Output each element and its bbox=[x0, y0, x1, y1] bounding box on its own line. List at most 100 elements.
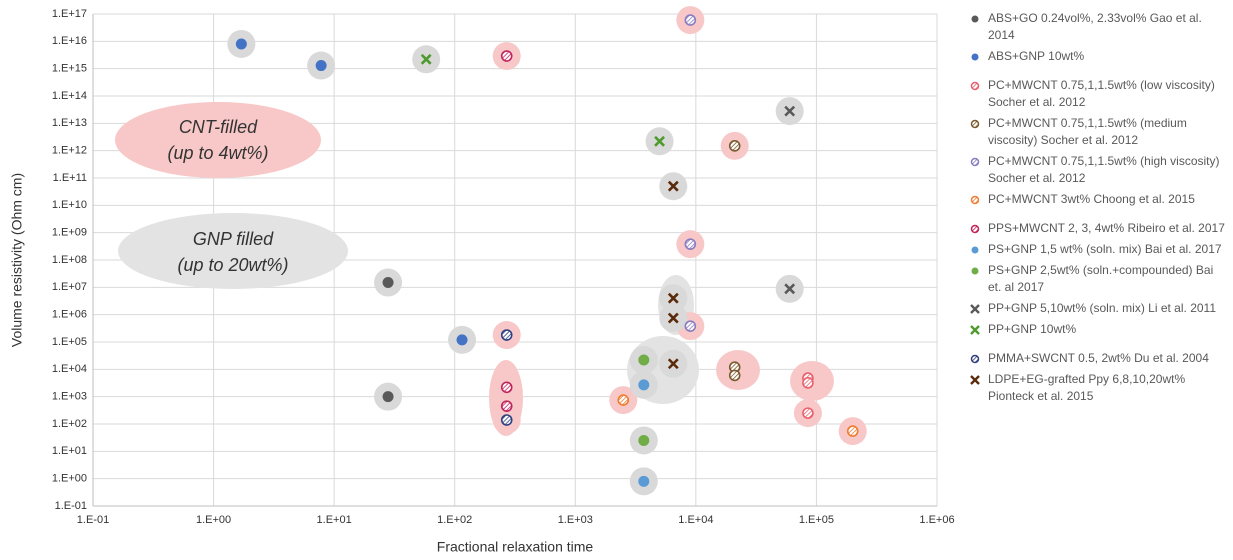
legend-marker bbox=[970, 195, 980, 205]
point bbox=[728, 369, 741, 382]
annotation: GNP filled bbox=[193, 229, 274, 249]
legend-swatch bbox=[971, 53, 979, 61]
legend-swatch bbox=[970, 354, 980, 364]
legend-swatch bbox=[970, 81, 980, 91]
point bbox=[420, 53, 432, 65]
cnt-ellipse bbox=[115, 102, 321, 178]
y-tick-label: 1.E+00 bbox=[52, 473, 87, 485]
point bbox=[684, 238, 697, 250]
legend-swatch bbox=[970, 195, 980, 205]
legend-entry: LDPE+EG-grafted Ppy 6,8,10,20wt% Piontec… bbox=[968, 371, 1228, 405]
point bbox=[500, 400, 513, 412]
point bbox=[638, 475, 650, 487]
point bbox=[382, 391, 394, 403]
legend-label: PP+GNP 10wt% bbox=[988, 322, 1077, 336]
legend-label: LDPE+EG-grafted Ppy 6,8,10,20wt% Piontec… bbox=[988, 372, 1186, 403]
legend-marker bbox=[971, 15, 979, 23]
point bbox=[235, 38, 247, 50]
legend-marker bbox=[970, 354, 980, 364]
legend-swatch bbox=[970, 224, 980, 234]
point bbox=[638, 354, 650, 366]
legend-marker bbox=[970, 325, 980, 335]
point bbox=[667, 292, 679, 304]
legend-entry: PPS+MWCNT 2, 3, 4wt% Ribeiro et al. 2017 bbox=[968, 220, 1228, 237]
legend-entry: PS+GNP 1,5 wt% (soln. mix) Bai et al. 20… bbox=[968, 241, 1228, 258]
legend-entry: PP+GNP 10wt% bbox=[968, 321, 1228, 338]
legend-label: ABS+GO 0.24vol%, 2.33vol% Gao et al. 201… bbox=[988, 11, 1202, 42]
x-tick-label: 1.E+03 bbox=[558, 514, 593, 526]
legend-entry: PS+GNP 2,5wt% (soln.+compounded) Bai et.… bbox=[968, 262, 1228, 296]
legend-marker bbox=[971, 53, 979, 61]
point bbox=[684, 320, 697, 332]
point bbox=[784, 283, 796, 295]
legend-label: PP+GNP 5,10wt% (soln. mix) Li et al. 201… bbox=[988, 301, 1216, 315]
point bbox=[667, 312, 679, 324]
y-tick-label: 1.E+11 bbox=[53, 172, 87, 184]
legend-swatch bbox=[971, 15, 979, 23]
y-tick-label: 1.E+04 bbox=[52, 363, 87, 375]
legend: ABS+GO 0.24vol%, 2.33vol% Gao et al. 201… bbox=[968, 10, 1228, 409]
point bbox=[802, 407, 814, 419]
annotation: CNT-filled bbox=[179, 117, 258, 137]
chart: CNT-filled (up to 4wt%) GNP filled (up t… bbox=[9, 6, 955, 555]
point bbox=[500, 381, 513, 394]
point bbox=[638, 434, 650, 446]
legend-entry: PMMA+SWCNT 0.5, 2wt% Du et al. 2004 bbox=[968, 350, 1228, 367]
x-tick-label: 1.E-01 bbox=[77, 514, 109, 526]
y-tick-label: 1.E+10 bbox=[52, 199, 87, 211]
x-tick-label: 1.E+04 bbox=[678, 514, 713, 526]
legend-entry: PC+MWCNT 0.75,1,1.5wt% (medium viscosity… bbox=[968, 115, 1228, 149]
legend-marker bbox=[970, 157, 980, 167]
legend-label: PS+GNP 1,5 wt% (soln. mix) Bai et al. 20… bbox=[988, 242, 1222, 256]
x-tick-label: 1.E+00 bbox=[196, 514, 231, 526]
point bbox=[667, 180, 679, 192]
y-tick-label: 1.E+03 bbox=[52, 391, 87, 403]
y-tick-label: 1.E+09 bbox=[52, 227, 87, 239]
legend-label: PC+MWCNT 0.75,1,1.5wt% (high viscosity) … bbox=[988, 154, 1220, 185]
y-tick-label: 1.E+07 bbox=[52, 281, 87, 293]
point bbox=[500, 50, 513, 62]
legend-label: PPS+MWCNT 2, 3, 4wt% Ribeiro et al. 2017 bbox=[988, 221, 1225, 235]
x-tick-label: 1.E+01 bbox=[317, 514, 352, 526]
y-tick-label: 1.E+12 bbox=[52, 145, 87, 157]
legend-swatch bbox=[970, 304, 980, 314]
y-axis-title: Volume resistivity (Ohm cm) bbox=[9, 173, 25, 347]
gnp-ellipse bbox=[118, 213, 348, 289]
y-tick-label: 1.E+17 bbox=[52, 8, 87, 20]
point bbox=[638, 379, 650, 391]
legend-swatch bbox=[970, 325, 980, 335]
point bbox=[802, 377, 814, 389]
point bbox=[667, 358, 679, 370]
legend-marker bbox=[970, 81, 980, 91]
point bbox=[382, 277, 394, 289]
legend-swatch bbox=[970, 119, 980, 129]
x-tick-label: 1.E+06 bbox=[919, 514, 954, 526]
x-axis-title: Fractional relaxation time bbox=[437, 539, 594, 555]
legend-entry: PP+GNP 5,10wt% (soln. mix) Li et al. 201… bbox=[968, 300, 1228, 317]
point bbox=[315, 60, 327, 72]
y-tick-label: 1.E+08 bbox=[52, 254, 87, 266]
annotation: (up to 20wt%) bbox=[177, 255, 288, 275]
point bbox=[684, 14, 697, 26]
legend-swatch bbox=[970, 375, 980, 385]
annotation: (up to 4wt%) bbox=[167, 143, 268, 163]
legend-marker bbox=[970, 375, 980, 385]
y-tick-label: 1.E+13 bbox=[52, 117, 87, 129]
legend-swatch bbox=[970, 157, 980, 167]
x-tick-label: 1.E+05 bbox=[799, 514, 834, 526]
point bbox=[500, 414, 513, 426]
legend-entry: PC+MWCNT 0.75,1,1.5wt% (low viscosity) S… bbox=[968, 77, 1228, 111]
legend-marker bbox=[970, 224, 980, 234]
y-tick-label: 1.E+15 bbox=[52, 63, 87, 75]
y-tick-label: 1.E-01 bbox=[55, 500, 87, 512]
legend-entry: ABS+GO 0.24vol%, 2.33vol% Gao et al. 201… bbox=[968, 10, 1228, 44]
legend-label: PC+MWCNT 3wt% Choong et al. 2015 bbox=[988, 192, 1195, 206]
point bbox=[654, 135, 665, 147]
legend-marker bbox=[971, 267, 979, 275]
legend-label: ABS+GNP 10wt% bbox=[988, 49, 1085, 63]
legend-label: PC+MWCNT 0.75,1,1.5wt% (low viscosity) S… bbox=[988, 78, 1215, 109]
legend-swatch bbox=[971, 267, 979, 275]
legend-label: PC+MWCNT 0.75,1,1.5wt% (medium viscosity… bbox=[988, 116, 1187, 147]
x-tick-label: 1.E+02 bbox=[437, 514, 472, 526]
